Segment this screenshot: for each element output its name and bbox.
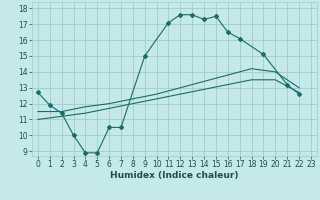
X-axis label: Humidex (Indice chaleur): Humidex (Indice chaleur) (110, 171, 239, 180)
